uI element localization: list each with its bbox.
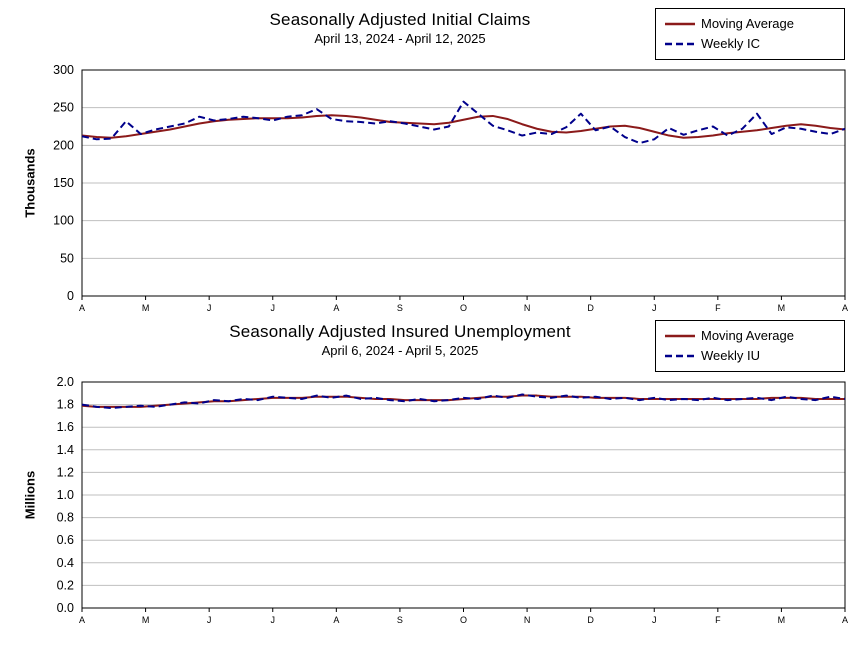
svg-text:D: D: [587, 615, 594, 625]
svg-text:0.4: 0.4: [57, 556, 74, 570]
svg-text:2.0: 2.0: [57, 375, 74, 389]
svg-text:1.6: 1.6: [57, 420, 74, 434]
moving-average-line-icon: [665, 22, 695, 26]
chart-title: Seasonally Adjusted Insured Unemployment: [229, 322, 571, 341]
svg-text:M: M: [778, 615, 786, 625]
legend-box: Moving Average Weekly IU: [655, 320, 845, 372]
svg-text:J: J: [207, 303, 212, 313]
insured-unemployment-chart-panel: Seasonally Adjusted Insured Unemployment…: [0, 312, 856, 647]
svg-text:1.4: 1.4: [57, 443, 74, 457]
moving-average-line-icon: [665, 334, 695, 338]
svg-text:O: O: [460, 615, 467, 625]
svg-text:J: J: [652, 615, 657, 625]
svg-text:1.8: 1.8: [57, 398, 74, 412]
svg-text:O: O: [460, 303, 467, 313]
svg-text:250: 250: [53, 101, 74, 115]
legend-item-weekly-ic: Weekly IC: [664, 34, 834, 54]
svg-text:A: A: [79, 615, 85, 625]
weekly-iu-line-icon: [665, 354, 695, 358]
svg-text:N: N: [524, 615, 531, 625]
svg-text:0.2: 0.2: [57, 578, 74, 592]
svg-text:J: J: [652, 303, 657, 313]
svg-text:M: M: [142, 303, 150, 313]
svg-text:0.6: 0.6: [57, 533, 74, 547]
svg-text:M: M: [142, 615, 150, 625]
svg-text:J: J: [207, 615, 212, 625]
svg-text:300: 300: [53, 63, 74, 77]
svg-text:200: 200: [53, 138, 74, 152]
svg-text:S: S: [397, 615, 403, 625]
legend-label: Weekly IC: [701, 36, 760, 51]
svg-text:S: S: [397, 303, 403, 313]
initial-claims-chart-panel: Seasonally Adjusted Initial Claims April…: [0, 0, 856, 313]
svg-text:F: F: [715, 303, 721, 313]
svg-text:0.0: 0.0: [57, 601, 74, 615]
svg-text:J: J: [271, 303, 276, 313]
legend-item-weekly-iu: Weekly IU: [664, 346, 834, 366]
legend-box: Moving Average Weekly IC: [655, 8, 845, 60]
svg-text:1.0: 1.0: [57, 488, 74, 502]
svg-text:A: A: [842, 615, 848, 625]
svg-text:150: 150: [53, 176, 74, 190]
svg-text:50: 50: [60, 251, 74, 265]
svg-text:A: A: [333, 615, 339, 625]
svg-text:0.8: 0.8: [57, 511, 74, 525]
svg-text:D: D: [587, 303, 594, 313]
svg-text:F: F: [715, 615, 721, 625]
svg-text:M: M: [778, 303, 786, 313]
legend-label: Moving Average: [701, 16, 794, 31]
weekly-ic-line-icon: [665, 42, 695, 46]
chart-title: Seasonally Adjusted Initial Claims: [269, 10, 531, 29]
legend-item-moving-average: Moving Average: [664, 326, 834, 346]
plot-area: 0 50 100 150 200 250 300 A M J J A S O N D J F M A: [53, 63, 848, 313]
plot-area: 0.0 0.2 0.4 0.6 0.8 1.0 1.2 1.4 1.6 1.8 2.0 A M J J A S O…: [57, 375, 848, 625]
svg-text:N: N: [524, 303, 531, 313]
legend-label: Moving Average: [701, 328, 794, 343]
svg-text:A: A: [333, 303, 339, 313]
svg-text:100: 100: [53, 214, 74, 228]
svg-text:J: J: [271, 615, 276, 625]
svg-text:A: A: [79, 303, 85, 313]
chart-subtitle: April 13, 2024 - April 12, 2025: [314, 31, 486, 46]
svg-text:1.2: 1.2: [57, 465, 74, 479]
legend-label: Weekly IU: [701, 348, 760, 363]
legend-item-moving-average: Moving Average: [664, 14, 834, 34]
svg-text:0: 0: [67, 289, 74, 303]
chart-subtitle: April 6, 2024 - April 5, 2025: [321, 343, 479, 358]
svg-text:A: A: [842, 303, 848, 313]
